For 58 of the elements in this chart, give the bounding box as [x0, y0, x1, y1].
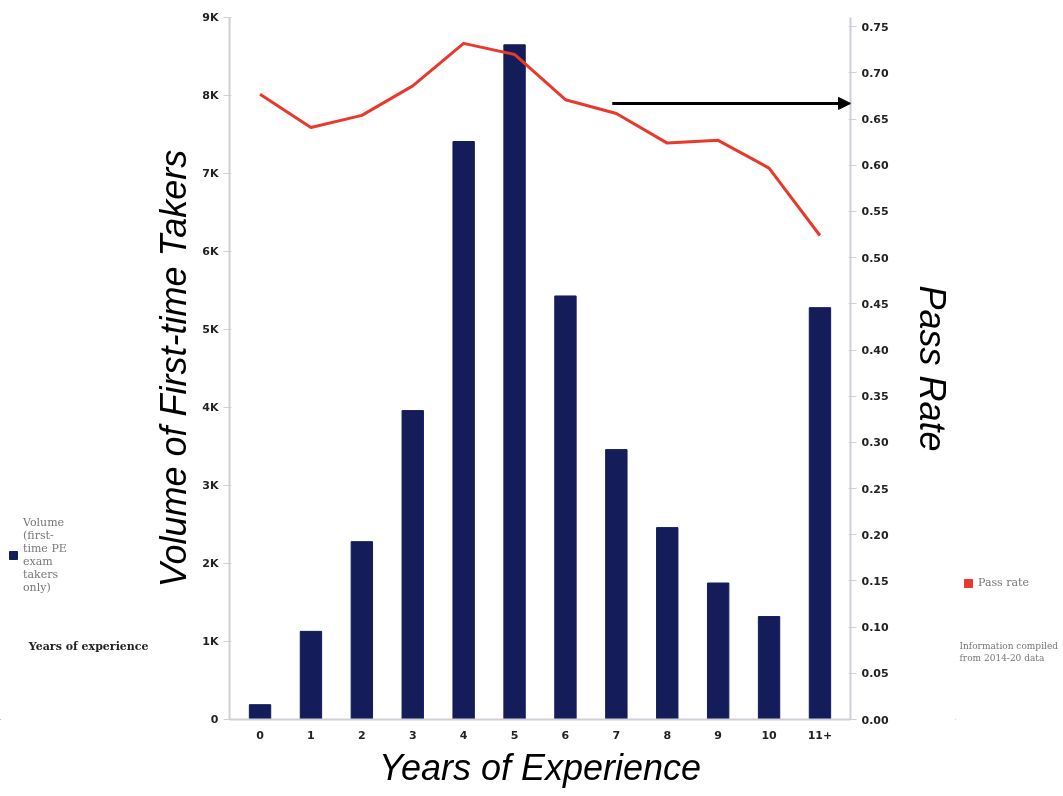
- x-tick-label: 5: [510, 728, 519, 742]
- x-tick-label: 0: [256, 728, 265, 742]
- x-tick-label: 1: [307, 728, 315, 742]
- bar: [299, 630, 323, 720]
- y-tick-label: 1K: [202, 635, 219, 648]
- y-tick-label: 2K: [202, 557, 219, 570]
- y2-tick-label: 0.25: [861, 482, 889, 496]
- bar: [503, 44, 526, 720]
- y-tick-label: 4K: [202, 401, 219, 414]
- x-tick-label: 2: [358, 728, 366, 742]
- y-tick-label: 6K: [202, 245, 219, 258]
- y2-tick-label: 0.70: [861, 66, 889, 80]
- bar: [757, 616, 781, 720]
- y2-tick-label: 0.75: [861, 20, 889, 34]
- x-tick-label: 7: [612, 728, 621, 742]
- x-tick-label: 10: [761, 728, 778, 742]
- y-axis-title: Volume of First-time Takers: [153, 149, 195, 588]
- legend-label: Volume (first-time PE exam takers only): [23, 516, 67, 594]
- y2-tick-label: 0.60: [861, 159, 889, 173]
- y2-tick-label: 0.40: [861, 344, 889, 358]
- bar: [248, 704, 272, 720]
- x-tick-label: 11+: [807, 728, 833, 742]
- y2-tick-label: 0.45: [861, 297, 889, 311]
- y-tick-label: 8K: [202, 89, 219, 102]
- y-tick-label: 3K: [202, 479, 219, 492]
- y2-tick-label: 0.65: [861, 113, 889, 127]
- y2-tick-label: 0.15: [861, 574, 889, 588]
- y2-tick-label: 0.20: [861, 528, 889, 542]
- y-tick-label: 5K: [202, 323, 219, 336]
- bar: [401, 410, 424, 720]
- bar: [808, 307, 832, 720]
- y2-tick-label: 0.05: [861, 667, 889, 681]
- bar: [656, 527, 679, 720]
- text: Years of experience: [27, 640, 149, 654]
- bar: [452, 141, 475, 720]
- x-tick-label: 3: [408, 728, 417, 742]
- y2-tick-label: 0.50: [861, 251, 889, 265]
- x-tick-label: 8: [663, 728, 672, 742]
- bar: [605, 449, 628, 720]
- line-series: [258, 41, 822, 237]
- x-tick-label: 4: [459, 728, 468, 742]
- x-tick-label: 9: [714, 728, 722, 742]
- y2-tick-label: 0.00: [861, 713, 889, 727]
- legend-label: Pass rate: [978, 576, 1029, 589]
- text: Information compiled from 2014-20 data: [959, 641, 1059, 664]
- x-tick-label: 6: [561, 728, 570, 742]
- x-axis-title: Years of Experience: [378, 746, 702, 788]
- y-tick-label: 9K: [202, 11, 219, 24]
- bar: [554, 295, 577, 720]
- y2-axis-title: Pass Rate: [911, 285, 953, 452]
- y-tick-label: 0: [210, 713, 219, 726]
- bar: [350, 541, 374, 720]
- y2-tick-label: 0.55: [861, 205, 889, 219]
- y2-tick-label: 0.30: [861, 436, 889, 450]
- y2-tick-label: 0.10: [861, 621, 889, 635]
- bar: [706, 582, 730, 720]
- y-tick-label: 7K: [202, 167, 219, 180]
- y2-tick-label: 0.35: [861, 390, 889, 404]
